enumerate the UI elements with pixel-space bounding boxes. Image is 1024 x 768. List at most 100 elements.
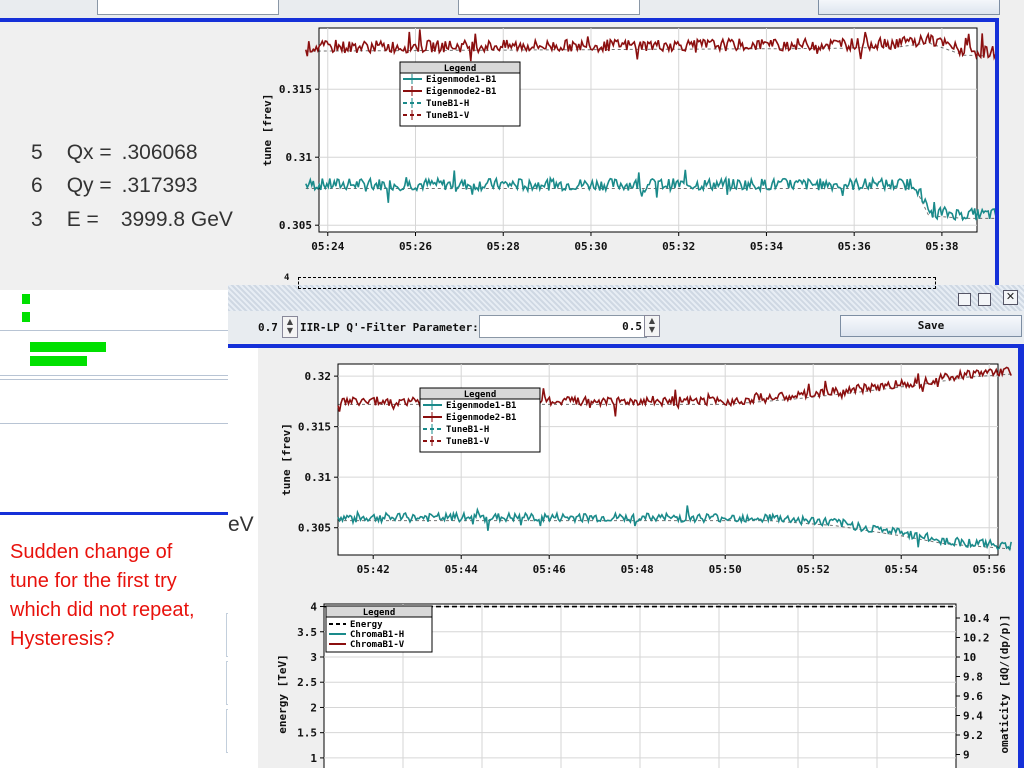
y-tick-label: 3.5 (297, 626, 317, 639)
x-tick-label: 05:24 (311, 240, 344, 253)
y2-tick-label: 10.4 (963, 612, 990, 625)
plot-area (318, 27, 978, 233)
y-tick-label: 1.5 (297, 727, 317, 740)
green-bar-1 (30, 342, 106, 352)
y2-tick-label: 9.2 (963, 729, 983, 742)
x-tick-label: 05:42 (357, 563, 390, 576)
x-tick-label: 05:28 (487, 240, 520, 253)
legend-entry: Energy (350, 620, 383, 630)
x-tick-label: 05:46 (533, 563, 566, 576)
legend-entry: TuneB1-H (426, 99, 469, 109)
y-tick-label: 0.315 (298, 421, 331, 434)
x-tick-label: 05:50 (709, 563, 742, 576)
x-tick-label: 05:56 (973, 563, 1006, 576)
y-tick-label: 0.305 (279, 219, 312, 232)
y2-tick-label: 10.2 (963, 632, 990, 645)
y-axis-label: energy [TeV] (276, 654, 289, 733)
y-tick-label: 1 (310, 752, 317, 765)
top-window-bottom-strip: 4 (284, 273, 936, 289)
legend-entry: Eigenmode2-B1 (426, 86, 496, 97)
readout-qx: 5 Qx = .306068 (31, 141, 198, 164)
divider-3 (0, 379, 228, 380)
y-axis-label: tune [frev] (261, 94, 274, 167)
annotation-panel: Sudden change of tune for the first try … (0, 515, 260, 768)
y-tick-label: 3 (310, 651, 317, 664)
readout-qy: 6 Qy = .317393 (31, 174, 198, 197)
x-tick-label: 05:52 (797, 563, 830, 576)
top-bottom-tick: 4 (284, 273, 290, 283)
tune-chart-bottom: 05:42 05:44 05:46 05:48 05:50 05:52 05:54 05:56… (258, 348, 1018, 590)
y2-axis-label: omaticity [dQ/(dp/p)] (998, 614, 1011, 753)
series-eigenmode1-b1 (305, 169, 995, 222)
legend-entry: Eigenmode1-B1 (446, 400, 516, 411)
filter-spinner[interactable]: ▲ ▼ (644, 315, 660, 337)
legend-entry: TuneB1-H (446, 425, 489, 435)
blue-rule (0, 512, 232, 515)
legend-title: Legend (363, 608, 396, 618)
filter-value: 0.5 (622, 320, 642, 333)
top-bottom-chart-frame (298, 277, 936, 289)
x-tick-label: 05:36 (838, 240, 871, 253)
legend-entry: ChromaB1-H (350, 630, 404, 640)
close-icon[interactable]: ✕ (1003, 290, 1018, 305)
y-tick-label: 2 (310, 701, 317, 714)
x-tick-label: 05:48 (621, 563, 654, 576)
top-button[interactable] (818, 0, 1000, 15)
annotation-text: Sudden change of tune for the first try … (10, 541, 195, 650)
top-blue-divider (0, 18, 998, 22)
x-tick-label: 05:32 (662, 240, 695, 253)
left-param-value: 0.7 (258, 321, 278, 334)
legend-title-bar (399, 61, 521, 74)
maximize-icon[interactable] (978, 293, 991, 306)
top-field-1[interactable] (97, 0, 279, 15)
y-tick-label: 0.32 (305, 370, 332, 383)
legend-title-bar (419, 387, 541, 400)
y2-tick-label: 10 (963, 651, 976, 664)
y-axis-label: tune [frev] (280, 423, 293, 496)
y2-tick-label: 9.8 (963, 671, 983, 684)
bottom-blue-frame-top (228, 344, 1024, 348)
y-tick-label: 0.31 (286, 151, 313, 164)
tune-chart-top: 05:24 05:26 05:28 05:30 05:32 05:34 05:36 05:38… (250, 22, 995, 290)
left-param-spinner[interactable]: ▲ ▼ (282, 316, 298, 338)
x-tick-label: 05:44 (445, 563, 478, 576)
y-tick-label: 4 (310, 601, 317, 614)
y-tick-label: 0.31 (305, 471, 332, 484)
minimize-icon[interactable] (958, 293, 971, 306)
bottom-blue-frame-right (1018, 344, 1024, 768)
series-eigenmode1-b1 (337, 505, 1012, 552)
y-tick-label: 0.305 (298, 522, 331, 535)
top-toolbar-strip (0, 0, 1000, 18)
energy-chroma-chart: 1 1.5 2 2.5 3 3.5 4 9 9.2 9.4 9.6 9.8 10 10.2 10.4 ener… (258, 590, 1018, 768)
divider-2 (0, 375, 228, 376)
window-title-bar: ✕ (228, 285, 1024, 311)
legend-title: Legend (444, 64, 477, 74)
x-tick-label: 05:34 (750, 240, 783, 253)
green-marker-2 (22, 312, 30, 322)
save-button[interactable]: Save (840, 315, 1022, 337)
filter-field[interactable]: 0.5 (479, 315, 647, 338)
legend-entry: Eigenmode2-B1 (446, 412, 516, 423)
y-tick-label: 2.5 (297, 676, 317, 689)
series-eigenmode1-b1-trend (338, 520, 1012, 550)
x-tick-label: 05:30 (574, 240, 607, 253)
legend-entry: Eigenmode1-B1 (426, 74, 496, 85)
bottom-window: ✕ 0.7 ▲ ▼ IIR-LP Q'-Filter Parameter: 0.5… (228, 285, 1024, 768)
y2-tick-label: 9 (963, 749, 970, 762)
left-status-panel (0, 290, 232, 515)
legend-title: Legend (464, 390, 497, 400)
legend-entry: ChromaB1-V (350, 640, 405, 650)
divider-1 (0, 330, 228, 331)
green-marker-1 (22, 294, 30, 304)
x-tick-label: 05:26 (399, 240, 432, 253)
top-field-2[interactable] (458, 0, 640, 15)
y2-tick-label: 9.4 (963, 710, 983, 723)
filter-toolbar: 0.7 ▲ ▼ IIR-LP Q'-Filter Parameter: 0.5 ▲… (228, 311, 1024, 343)
bottom-left-panel: eV (228, 348, 258, 768)
divider-4 (0, 423, 228, 424)
